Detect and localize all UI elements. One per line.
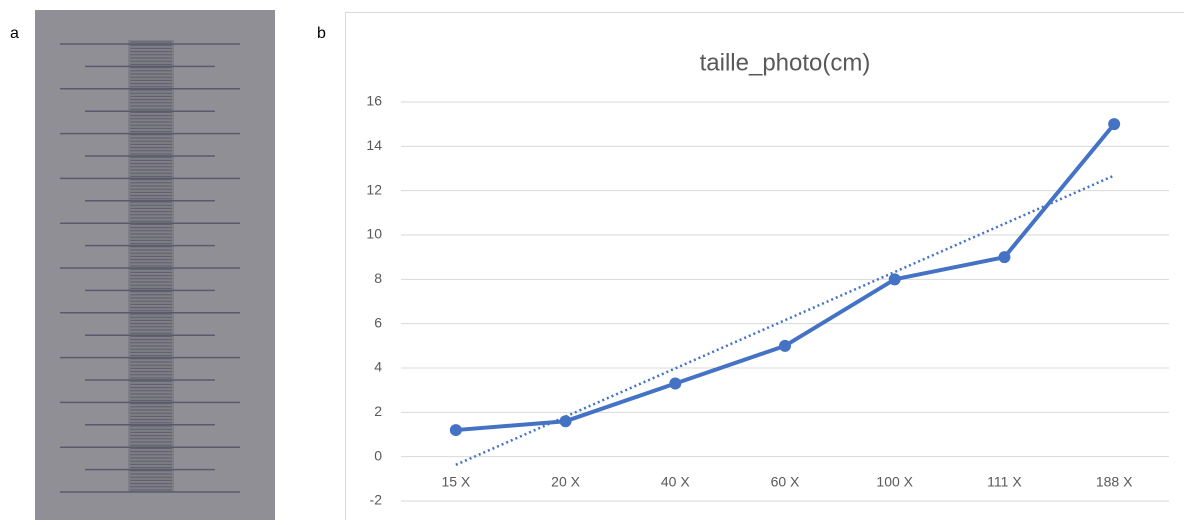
panel-label: b: [317, 25, 326, 42]
point: [998, 251, 1010, 263]
chart-title: taille_photo(cm): [700, 49, 871, 76]
y-tick-label: 2: [374, 403, 382, 419]
y-tick-label: 12: [366, 181, 382, 197]
y-tick-label: 4: [374, 359, 382, 375]
point: [450, 424, 462, 436]
y-tick-label: 0: [374, 447, 382, 463]
point: [560, 415, 572, 427]
point: [779, 340, 791, 352]
y-tick-label: 10: [366, 226, 382, 242]
point: [889, 273, 901, 285]
y-tick-label: -2: [370, 492, 383, 508]
point: [1108, 118, 1120, 130]
x-tick-label: 60 X: [771, 473, 800, 489]
point: [669, 378, 681, 390]
chart-frame: [346, 13, 1184, 521]
x-tick-label: 188 X: [1096, 473, 1133, 489]
x-tick-label: 40 X: [661, 473, 690, 489]
x-tick-label: 111 X: [987, 473, 1022, 489]
y-tick-label: 16: [366, 93, 382, 109]
x-tick-label: 100 X: [876, 473, 913, 489]
x-tick-label: 15 X: [441, 473, 470, 489]
y-tick-label: 14: [366, 137, 382, 153]
y-tick-label: 8: [374, 270, 382, 286]
x-tick-label: 20 X: [551, 473, 580, 489]
panel-label: a: [10, 25, 19, 42]
y-tick-label: 6: [374, 314, 382, 330]
